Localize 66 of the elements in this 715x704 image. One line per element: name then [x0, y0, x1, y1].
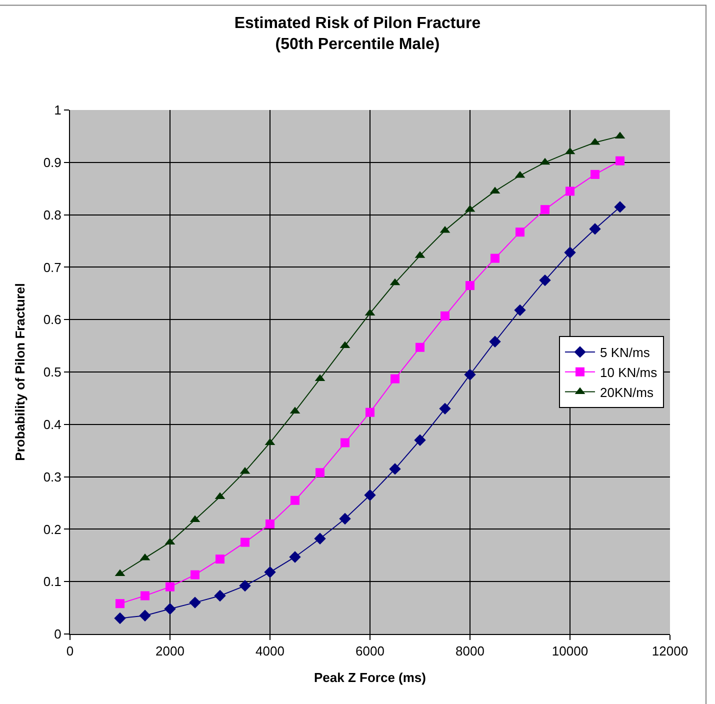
- x-tick-label: 8000: [456, 644, 484, 659]
- point: [140, 591, 150, 600]
- point: [339, 512, 351, 525]
- x-tick-label: 2000: [156, 644, 184, 659]
- point: [516, 228, 524, 237]
- x-tick-label: 0: [66, 644, 74, 659]
- x-tick-label: 4000: [256, 644, 284, 659]
- point: [340, 438, 350, 448]
- point: [389, 463, 401, 475]
- point: [166, 582, 174, 592]
- y-tick-label: 0.5: [43, 364, 62, 380]
- point: [216, 554, 224, 564]
- y-tick-label: 0: [54, 626, 62, 642]
- point: [114, 612, 126, 624]
- point: [439, 402, 451, 415]
- point: [240, 538, 250, 547]
- y-tick-label: 0.2: [43, 522, 62, 537]
- y-tick-label: 0.6: [43, 312, 62, 328]
- point: [316, 468, 324, 478]
- point: [264, 566, 276, 578]
- legend-label: 20KN/ms: [600, 384, 654, 400]
- point: [589, 223, 601, 235]
- point: [266, 519, 274, 528]
- point: [540, 205, 550, 214]
- point: [239, 580, 251, 592]
- point: [466, 281, 474, 290]
- legend-label: 5 KN/ms: [600, 345, 650, 360]
- y-tick-label: 0.8: [43, 207, 62, 222]
- point: [414, 434, 426, 446]
- point: [490, 254, 500, 263]
- point: [214, 590, 226, 602]
- point: [189, 596, 201, 608]
- point: [566, 186, 574, 196]
- point: [616, 156, 624, 166]
- point: [364, 489, 376, 501]
- point: [314, 532, 326, 544]
- point: [390, 374, 400, 384]
- y-tick-label: 0.7: [43, 260, 62, 275]
- legend-label: 10 KN/ms: [600, 364, 658, 380]
- point: [164, 603, 176, 615]
- point: [139, 610, 151, 622]
- point: [190, 570, 200, 580]
- point: [366, 408, 374, 417]
- y-tick-label: 1: [54, 102, 62, 118]
- point: [539, 274, 551, 286]
- x-tick-label: 12000: [652, 644, 688, 659]
- y-tick-label: 0.4: [43, 416, 62, 432]
- x-tick-label: 6000: [356, 644, 384, 659]
- point: [489, 336, 501, 348]
- point: [290, 496, 300, 505]
- chart-title: Estimated Risk of Pilon Fracture (50th Percentile Male): [234, 15, 481, 53]
- point: [614, 201, 626, 213]
- y-tick-label: 0.3: [43, 469, 62, 484]
- point: [514, 304, 526, 316]
- y-axis-title: Probability of Pilon Fracturel: [12, 283, 28, 461]
- point: [416, 342, 424, 352]
- point: [440, 311, 450, 320]
- y-tick-label: 0.1: [43, 574, 62, 590]
- x-tick-label: 10000: [552, 644, 588, 659]
- point: [564, 246, 576, 258]
- point: [116, 599, 124, 608]
- x-axis-title: Peak Z Force (ms): [314, 670, 426, 686]
- point: [464, 368, 476, 380]
- y-tick-label: 0.9: [43, 154, 62, 170]
- point: [590, 170, 600, 179]
- point: [289, 551, 301, 563]
